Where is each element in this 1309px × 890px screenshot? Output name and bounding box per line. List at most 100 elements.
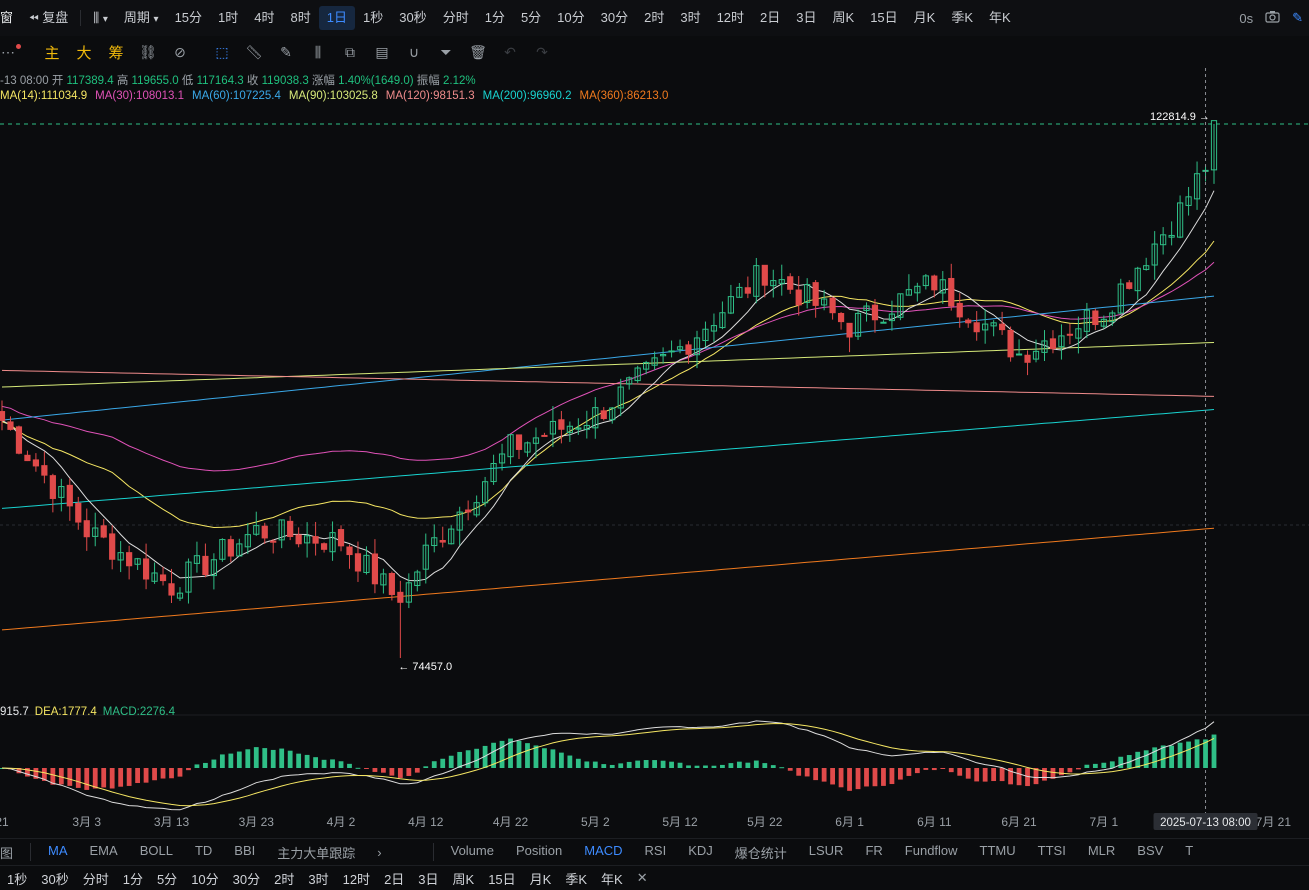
main-indicator-5[interactable]: 主力大单跟踪 xyxy=(277,845,356,861)
period-3[interactable]: 1分 xyxy=(122,871,143,887)
trash-icon[interactable]: 🗑︎ xyxy=(469,43,487,60)
interval-13[interactable]: 3时 xyxy=(680,10,701,25)
period-dropdown[interactable]: 周期 ▾ xyxy=(116,6,167,30)
undo-icon[interactable]: ↶ xyxy=(504,43,516,60)
rewind-icon: ⏪︎ xyxy=(29,11,39,25)
macd-bar xyxy=(101,768,107,788)
interval-19[interactable]: 月K xyxy=(913,10,936,25)
edit-icon[interactable]: ✎ xyxy=(1292,10,1303,25)
period-16[interactable]: 年K xyxy=(601,871,623,887)
sub-indicator-9[interactable]: TTMU xyxy=(979,842,1016,858)
period-2[interactable]: 分时 xyxy=(82,871,109,887)
period-6[interactable]: 30分 xyxy=(232,871,261,887)
interval-5[interactable]: 1秒 xyxy=(362,10,384,25)
more-icon[interactable]: ⋯ xyxy=(0,43,22,61)
candle-body xyxy=(49,475,56,499)
interval-8[interactable]: 1分 xyxy=(484,10,505,25)
interval-17[interactable]: 周K xyxy=(832,10,855,25)
period-7[interactable]: 2时 xyxy=(274,871,295,887)
period-1[interactable]: 30秒 xyxy=(41,871,69,887)
interval-20[interactable]: 季K xyxy=(951,10,973,25)
interval-2[interactable]: 4时 xyxy=(254,10,275,25)
chart-type-button[interactable]: ⫼ ▾ xyxy=(85,6,116,30)
sub-indicator-10[interactable]: TTSI xyxy=(1037,842,1066,858)
interval-10[interactable]: 10分 xyxy=(557,10,585,25)
sub-indicator-5[interactable]: 爆仓统计 xyxy=(734,845,787,861)
major-player-da[interactable]: 大 xyxy=(76,44,92,62)
sub-indicator-4[interactable]: KDJ xyxy=(688,842,713,858)
period-11[interactable]: 3日 xyxy=(418,871,439,887)
candle-body xyxy=(1058,335,1065,348)
interval-4[interactable]: 1日 xyxy=(318,6,355,30)
period-14[interactable]: 月K xyxy=(529,871,552,887)
macd-bar xyxy=(720,764,725,768)
replay-button[interactable]: ⏪︎ 复盘 xyxy=(21,6,76,30)
main-indicator-2[interactable]: BOLL xyxy=(139,842,173,858)
period-15[interactable]: 季K xyxy=(565,871,588,887)
period-13[interactable]: 15日 xyxy=(488,871,516,887)
interval-6[interactable]: 30秒 xyxy=(399,10,427,25)
interval-16[interactable]: 3日 xyxy=(796,10,817,25)
camera-icon[interactable] xyxy=(1265,10,1280,26)
period-9[interactable]: 12时 xyxy=(342,871,371,887)
bars-icon[interactable]: ⫼ xyxy=(314,43,322,60)
main-indicator-4[interactable]: BBI xyxy=(234,842,256,858)
copy-icon[interactable]: ⧉ xyxy=(345,43,355,60)
filter-icon[interactable]: ⏷ xyxy=(440,43,452,60)
main-indicator-0[interactable]: MA xyxy=(48,842,68,858)
interval-7[interactable]: 分时 xyxy=(442,10,469,25)
magnet-icon[interactable]: ∪ xyxy=(408,43,420,60)
interval-18[interactable]: 15日 xyxy=(870,10,898,25)
candle-body xyxy=(1007,329,1014,358)
close-icon[interactable]: ✕ xyxy=(636,870,648,885)
ruler-icon[interactable]: 📏︎ xyxy=(245,43,263,60)
interval-9[interactable]: 5分 xyxy=(520,10,542,25)
sub-indicator-6[interactable]: LSUR xyxy=(808,842,844,858)
period-8[interactable]: 3时 xyxy=(308,871,329,887)
chevron-right-icon[interactable]: › xyxy=(377,844,382,860)
sub-indicator-13[interactable]: T xyxy=(1185,842,1194,858)
interval-14[interactable]: 12时 xyxy=(716,10,745,25)
ohlc-date: -13 08:00 xyxy=(0,75,49,87)
sub-indicator-7[interactable]: FR xyxy=(865,842,883,858)
macd-bar xyxy=(762,763,768,768)
pencil-icon[interactable]: ✎ xyxy=(280,43,292,60)
period-0[interactable]: 1秒 xyxy=(7,871,28,887)
period-4[interactable]: 5分 xyxy=(156,871,178,887)
macd-bar xyxy=(169,768,174,779)
cursor-icon[interactable]: ⬚ xyxy=(215,43,229,60)
interval-3[interactable]: 8时 xyxy=(290,10,311,25)
interval-21[interactable]: 年K xyxy=(989,10,1011,25)
period-5[interactable]: 10分 xyxy=(191,871,219,887)
candle-body xyxy=(15,426,23,454)
sub-indicator-11[interactable]: MLR xyxy=(1087,842,1116,858)
period-12[interactable]: 周K xyxy=(452,871,475,887)
major-player-zhu[interactable]: 主 xyxy=(44,44,60,62)
sub-indicator-2[interactable]: MACD xyxy=(584,842,623,858)
interval-12[interactable]: 2时 xyxy=(644,10,665,25)
price-chart[interactable]: 122814.9 → ← 74457.0 21 3月 3 3月 13 3月 23 4月 2 4… xyxy=(0,68,1309,838)
period-10[interactable]: 2日 xyxy=(384,871,405,887)
interval-11[interactable]: 30分 xyxy=(600,10,629,25)
main-indicator-3[interactable]: TD xyxy=(194,842,213,858)
link-icon[interactable]: ⛓︎ xyxy=(139,43,157,60)
macd-bar xyxy=(228,753,234,768)
redo-icon[interactable]: ↷ xyxy=(536,43,548,60)
macd-legend: 915.7 DEA:1777.4 MACD:2276.4 xyxy=(0,706,181,718)
candle-body xyxy=(287,520,294,538)
macd-legend-item: MACD:2276.4 xyxy=(102,706,176,718)
interval-0[interactable]: 15分 xyxy=(174,10,203,25)
window-label[interactable]: 窗 xyxy=(0,10,14,25)
main-indicator-1[interactable]: EMA xyxy=(89,842,118,858)
sub-indicator-12[interactable]: BSV xyxy=(1137,842,1164,858)
macd-bar xyxy=(25,768,30,777)
interval-15[interactable]: 2日 xyxy=(760,10,781,25)
sub-indicator-1[interactable]: Position xyxy=(515,842,563,858)
interval-1[interactable]: 1时 xyxy=(218,10,239,25)
drawing-off-icon[interactable]: ⊘ xyxy=(174,43,186,60)
sub-indicator-0[interactable]: Volume xyxy=(450,842,494,858)
sub-indicator-3[interactable]: RSI xyxy=(644,842,667,858)
sub-indicator-8[interactable]: Fundflow xyxy=(904,842,958,858)
note-icon[interactable]: ▤ xyxy=(375,43,389,60)
major-player-chou[interactable]: 筹 xyxy=(108,44,124,62)
